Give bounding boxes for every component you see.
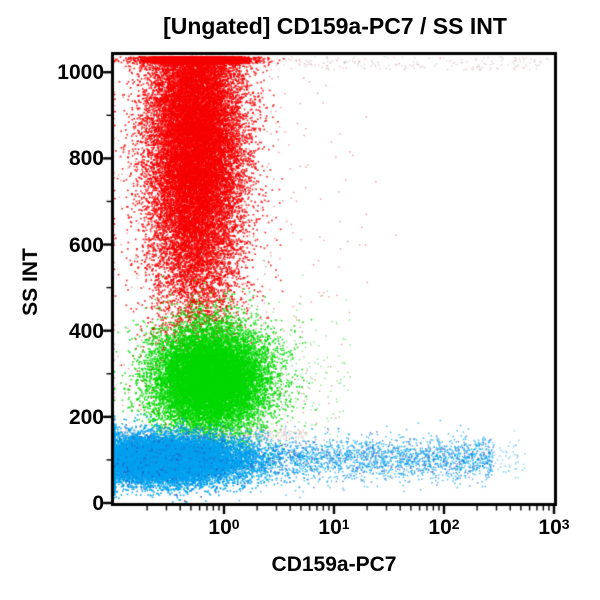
y-axis-label: SS INT xyxy=(19,248,42,316)
plot-title: [Ungated] CD159a-PC7 / SS INT xyxy=(163,13,507,39)
x-axis-label: CD159a-PC7 xyxy=(271,553,397,576)
